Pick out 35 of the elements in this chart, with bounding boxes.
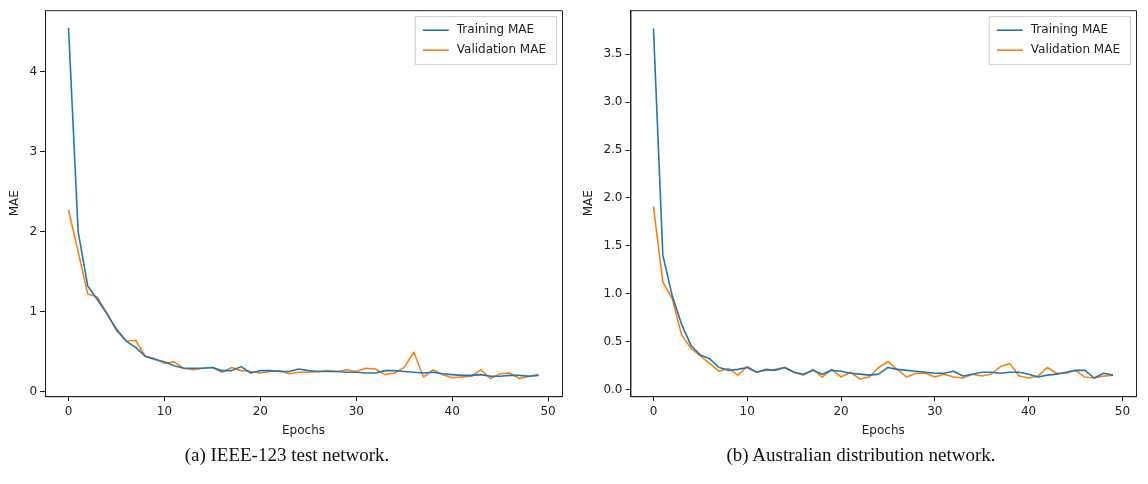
x-tick-label: 50: [1114, 403, 1131, 418]
y-tick-label: 2.5: [603, 142, 623, 157]
legend-label: Validation MAE: [1030, 42, 1120, 57]
y-tick-label: 4: [29, 63, 38, 78]
y-axis-title: MAE: [7, 190, 22, 217]
x-axis-title: Epochs: [282, 422, 326, 437]
x-tick-label: 40: [444, 403, 460, 418]
x-tick-label: 10: [156, 403, 173, 418]
y-tick-label: 3.5: [603, 46, 623, 61]
y-tick-label: 1.5: [603, 237, 623, 252]
x-tick-label: 0: [64, 403, 73, 418]
x-tick-label: 30: [927, 403, 943, 418]
x-tick-label: 40: [1020, 403, 1037, 418]
x-axis-title: Epochs: [861, 422, 905, 437]
x-tick-label: 20: [252, 403, 268, 418]
legend-label: Training MAE: [455, 22, 535, 37]
y-tick-label: 3: [29, 143, 38, 158]
y-axis-title: MAE: [581, 190, 596, 217]
text: (b) Australian distribution network.: [725, 444, 997, 466]
y-tick-label: 0.0: [603, 381, 623, 396]
legend-label: Training MAE: [1029, 22, 1109, 37]
y-tick-label: 2.0: [603, 190, 623, 205]
legend-label: Validation MAE: [456, 42, 546, 57]
y-tick-label: 3.0: [603, 94, 623, 109]
x-tick-label: 20: [833, 403, 849, 418]
x-tick-label: 30: [348, 403, 364, 418]
y-tick-label: 0: [29, 383, 38, 398]
x-tick-label: 50: [540, 403, 556, 418]
x-tick-label: 10: [739, 403, 755, 418]
x-tick-label: 0: [649, 403, 658, 418]
y-tick-label: 2: [29, 223, 38, 238]
y-tick-label: 1.0: [603, 285, 623, 300]
text: (a) IEEE-123 test network.: [183, 444, 391, 466]
y-tick-label: 1: [29, 303, 38, 318]
y-tick-label: 0.5: [603, 333, 623, 348]
